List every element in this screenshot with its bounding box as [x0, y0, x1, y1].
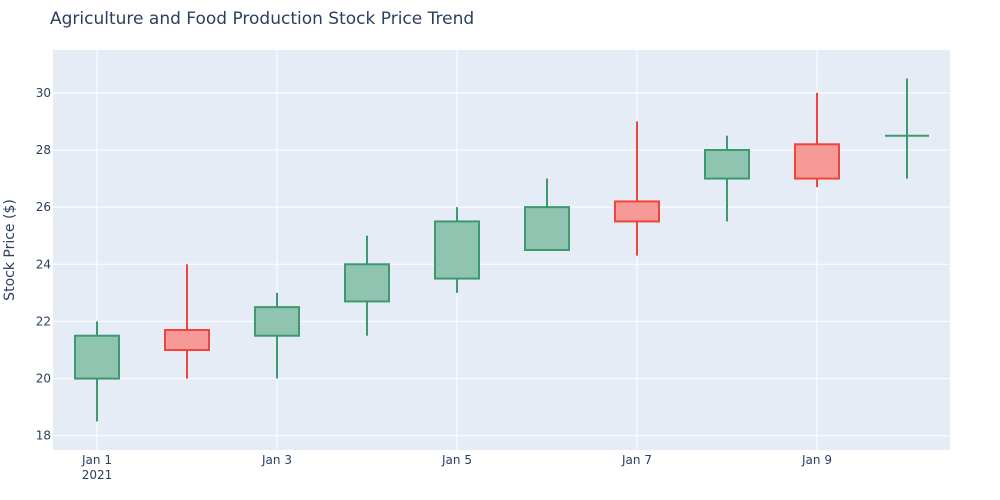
- x-tick-label: Jan 5: [441, 453, 472, 467]
- candle: [885, 78, 929, 179]
- candle: [164, 264, 210, 379]
- candle-body: [704, 149, 750, 180]
- x-axis-ticks: Jan 1 Jan 3 Jan 5 Jan 7 Jan 9 2021: [81, 453, 832, 482]
- y-tick-label: 24: [36, 257, 51, 271]
- candles: [74, 78, 929, 422]
- candle: [434, 207, 480, 293]
- candle: [524, 178, 570, 251]
- candle-body: [164, 329, 210, 351]
- y-tick-label: 30: [36, 86, 51, 100]
- candle-body: [254, 306, 300, 337]
- x-tick-label: Jan 7: [621, 453, 652, 467]
- candle: [74, 321, 120, 422]
- chart-title: Agriculture and Food Production Stock Pr…: [50, 9, 475, 29]
- y-tick-label: 26: [36, 200, 51, 214]
- candle: [614, 121, 660, 256]
- x-tick-label: Jan 1: [81, 453, 112, 467]
- y-axis-ticks: 18 20 22 24 26 28 30: [36, 86, 51, 443]
- candle-body: [794, 143, 840, 180]
- candle-body: [344, 263, 390, 303]
- y-tick-label: 28: [36, 143, 51, 157]
- x-tick-year-label: 2021: [82, 468, 113, 482]
- candle-body: [614, 200, 660, 223]
- candle-body: [524, 206, 570, 251]
- plot-background: [53, 50, 950, 450]
- candle: [344, 235, 390, 336]
- candle: [704, 135, 750, 222]
- candle: [254, 292, 300, 379]
- candle: [794, 92, 840, 188]
- y-tick-label: 20: [36, 372, 51, 386]
- y-tick-label: 18: [36, 429, 51, 443]
- x-tick-label: Jan 9: [801, 453, 832, 467]
- x-tick-label: Jan 3: [261, 453, 292, 467]
- y-tick-label: 22: [36, 314, 51, 328]
- y-axis-title: Stock Price ($): [2, 199, 18, 301]
- candle-body: [434, 220, 480, 280]
- candle-body: [74, 334, 120, 380]
